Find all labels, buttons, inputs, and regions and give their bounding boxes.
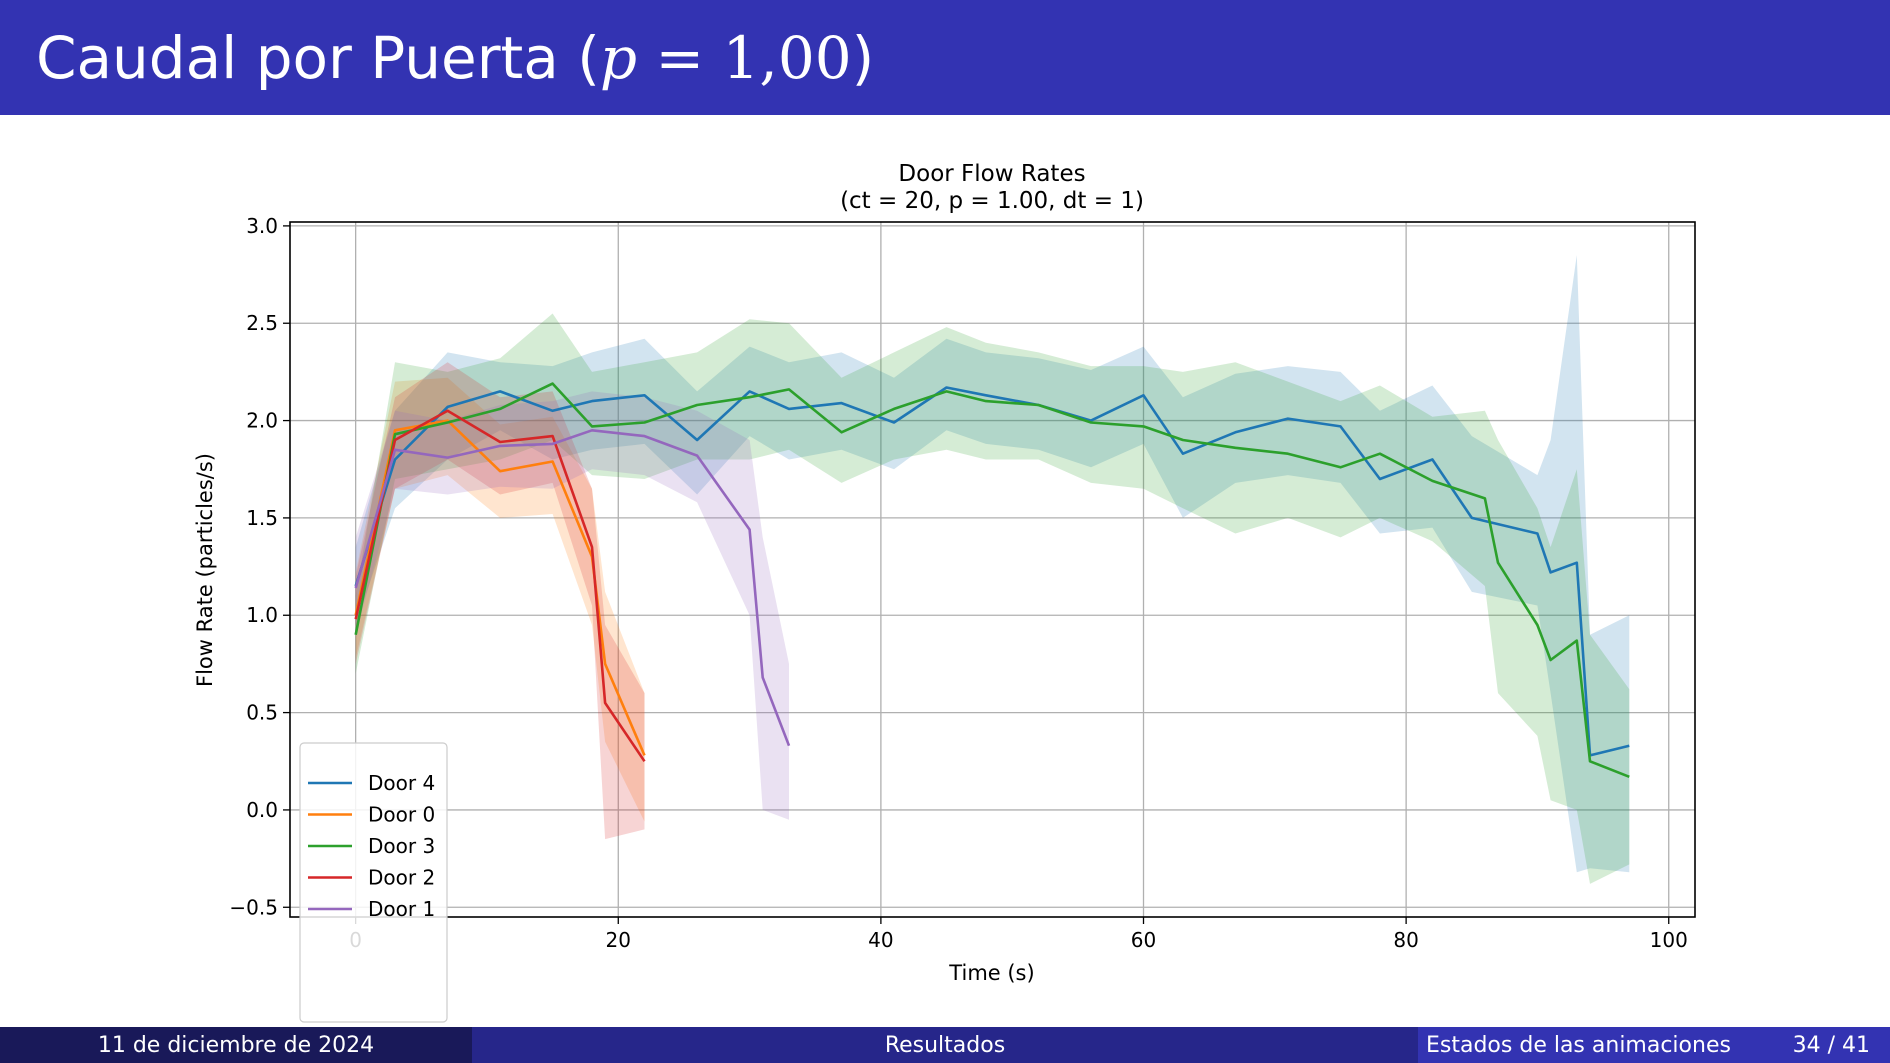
legend-label-door-3: Door 3: [368, 834, 435, 858]
legend-label-door-4: Door 4: [368, 771, 435, 795]
slide-title: Caudal por Puerta (p = 1,00): [36, 22, 874, 94]
y-tick-label: 2.0: [246, 409, 278, 433]
y-tick-label: −0.5: [229, 895, 278, 919]
x-tick-label: 20: [606, 928, 631, 952]
y-tick-label: 0.5: [246, 701, 278, 725]
flow-rate-chart: Door Flow Rates (ct = 20, p = 1.00, dt =…: [193, 161, 1696, 1023]
legend-box: [299, 742, 448, 1023]
y-tick-label: 1.5: [246, 506, 278, 530]
chart-title: Door Flow Rates: [898, 161, 1085, 187]
chart-subtitle: (ct = 20, p = 1.00, dt = 1): [840, 188, 1144, 214]
footer-section-text: Resultados: [884, 1032, 1006, 1058]
footer-date: 11 de diciembre de 2024: [0, 1027, 472, 1063]
door-3-line: [354, 382, 1630, 779]
slide-title-text: Caudal por Puerta (: [36, 24, 600, 92]
door-2-band: [355, 362, 645, 840]
door-1-line: [354, 428, 791, 747]
slide-title-close: ): [851, 24, 875, 92]
door-4-band: [355, 255, 1630, 873]
footer-date-text: 11 de diciembre de 2024: [97, 1032, 375, 1058]
confidence-bands: [355, 255, 1630, 884]
plot-frame: [289, 221, 1696, 918]
slide-header: Caudal por Puerta (p = 1,00): [0, 0, 1890, 115]
y-tick-label: 3.0: [246, 214, 278, 238]
x-tick-label: 100: [1650, 928, 1688, 952]
y-tick-label: 0.0: [246, 798, 278, 822]
footer-right: Estados de las animaciones 34 / 41: [1418, 1027, 1890, 1063]
footer-subsection-text: Estados de las animaciones: [1426, 1032, 1731, 1058]
slide-footer: 11 de diciembre de 2024 Resultados Estad…: [0, 1027, 1890, 1063]
x-tick-label: 40: [868, 928, 893, 952]
chart-container: Door Flow Rates (ct = 20, p = 1.00, dt =…: [0, 115, 1890, 1027]
x-tick-label: 80: [1393, 928, 1418, 952]
chart-grid: [290, 222, 1695, 917]
footer-page-number: 34 / 41: [1792, 1032, 1870, 1058]
footer-section: Resultados: [472, 1027, 1418, 1063]
x-tick-label: 60: [1131, 928, 1156, 952]
door-0-line: [354, 419, 646, 756]
y-axis-label: Flow Rate (particles/s): [193, 453, 217, 687]
chart-legend: Door 4 Door 0 Door 3 Door 2 Door 1: [299, 742, 448, 1023]
door-2-line: [354, 409, 646, 763]
slide-title-variable: p: [599, 24, 638, 92]
x-axis-label: Time (s): [948, 961, 1034, 985]
slide-title-equation: = 1,00: [637, 24, 852, 92]
y-tick-label: 2.5: [246, 311, 278, 335]
legend-label-door-2: Door 2: [368, 866, 435, 890]
door-3-band: [355, 313, 1630, 884]
legend-label-door-1: Door 1: [368, 897, 435, 921]
y-tick-label: 1.0: [246, 603, 278, 627]
legend-label-door-0: Door 0: [368, 803, 435, 827]
series-lines: [354, 382, 1630, 779]
